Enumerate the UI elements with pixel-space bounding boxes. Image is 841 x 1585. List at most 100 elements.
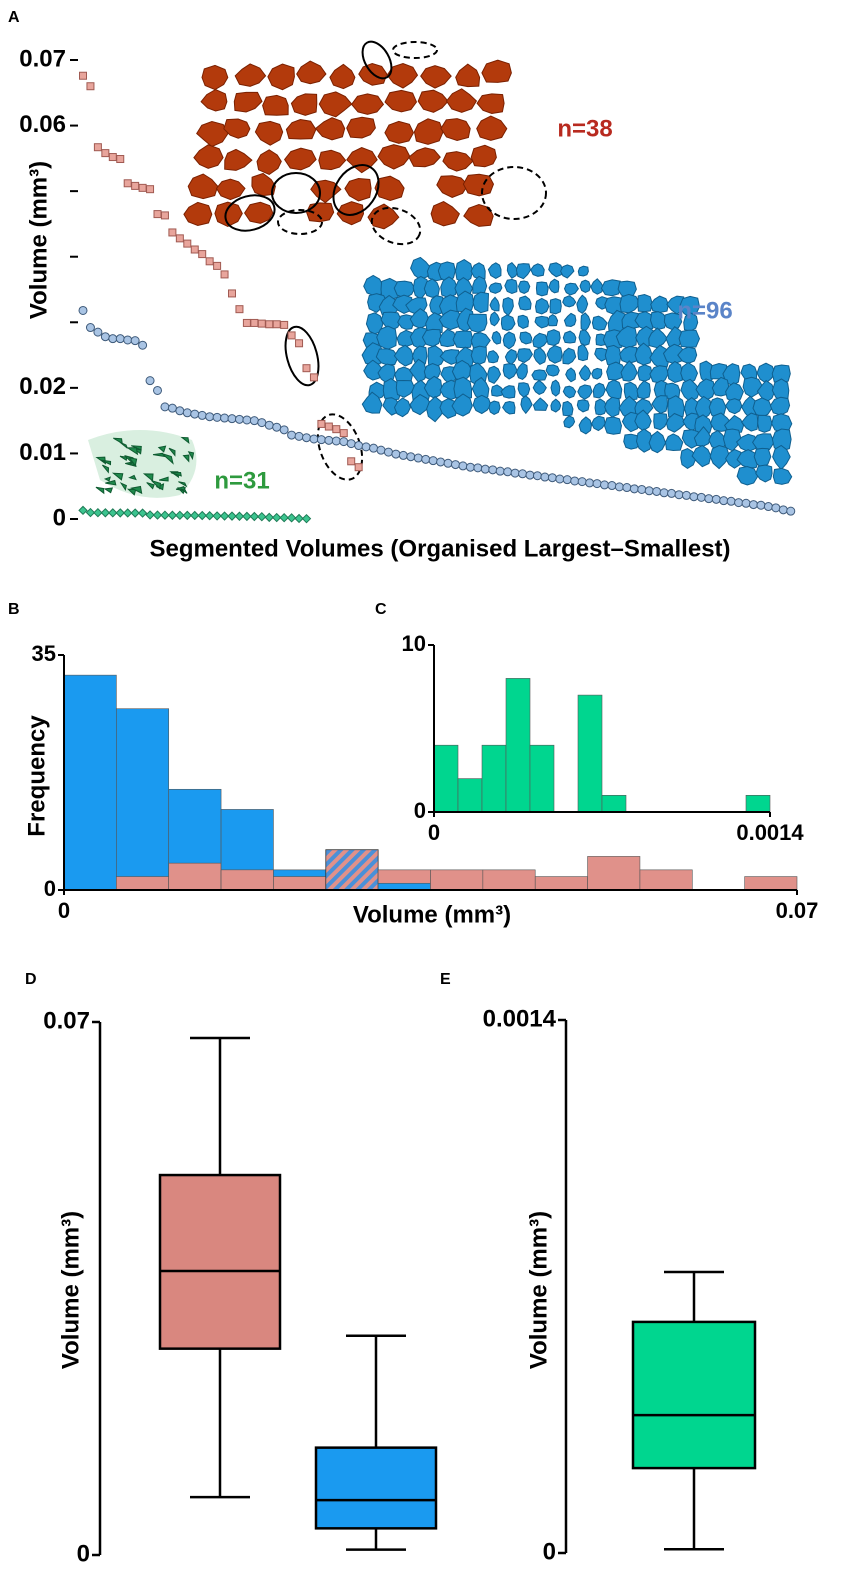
point — [249, 416, 259, 426]
point — [331, 436, 341, 446]
cell-fragment — [128, 456, 138, 467]
point — [250, 318, 259, 327]
point — [287, 331, 296, 340]
cell-blob — [623, 433, 642, 450]
x-axis-label: Volume (mm³) — [353, 901, 511, 928]
point — [518, 469, 528, 479]
cell-blob — [395, 379, 416, 398]
cell-blob — [648, 327, 668, 349]
point — [100, 508, 111, 518]
cell-blob — [549, 298, 562, 315]
point — [182, 510, 193, 521]
point — [726, 496, 736, 506]
cell-blob — [619, 293, 641, 314]
cell-blob — [615, 325, 638, 349]
cell-blob — [430, 201, 461, 227]
cell-blob — [532, 332, 548, 349]
cell-blob — [756, 362, 776, 384]
panel-label: B — [8, 601, 20, 618]
point — [301, 513, 312, 524]
cell-blob — [515, 362, 528, 380]
point — [741, 498, 751, 508]
cell-blob — [666, 295, 685, 315]
point — [391, 449, 401, 459]
cell-blob — [683, 312, 699, 332]
cell-blob — [346, 116, 376, 139]
point — [272, 422, 282, 432]
point — [383, 447, 393, 457]
cell-blob — [604, 396, 621, 418]
cell-blob — [563, 282, 580, 296]
bar — [116, 708, 170, 891]
point — [280, 320, 289, 329]
point — [228, 289, 236, 298]
cell-blob — [380, 277, 400, 301]
point — [354, 441, 364, 451]
point — [175, 510, 185, 521]
cell-blob — [504, 278, 518, 295]
cell-blob — [490, 384, 505, 397]
cell-blob — [711, 376, 730, 397]
cell-blob — [466, 313, 488, 333]
point — [696, 492, 706, 502]
cell-fragment — [157, 445, 167, 453]
cell-blob — [500, 385, 516, 399]
cell-blob — [649, 311, 668, 331]
cell-fragment — [119, 455, 128, 462]
cell-blob — [576, 294, 589, 315]
cell-blob — [545, 329, 561, 347]
cell-blob — [296, 60, 327, 85]
point — [480, 464, 490, 474]
cell-fragment — [187, 451, 195, 461]
cell-blob — [427, 345, 446, 368]
cell-blob — [648, 430, 667, 454]
cell-blob — [472, 291, 490, 314]
point — [295, 339, 304, 348]
cell-fragment — [180, 488, 188, 494]
cell-blob — [550, 398, 562, 413]
point — [197, 510, 207, 521]
point — [271, 512, 282, 523]
cell-blob — [374, 175, 405, 202]
cell-blob — [517, 280, 531, 295]
cell-blob — [694, 395, 713, 420]
y-axis-label: Frequency — [23, 715, 50, 837]
cell-blob — [476, 115, 508, 141]
point — [160, 510, 170, 520]
cell-blob — [547, 314, 559, 327]
cell-blob — [769, 396, 791, 416]
cell-blob — [412, 275, 431, 300]
cell-blob — [363, 274, 384, 296]
point — [219, 511, 230, 521]
point — [146, 185, 155, 194]
cell-blob — [533, 346, 547, 366]
y-tick-label: 0 — [44, 876, 56, 901]
point — [756, 500, 766, 510]
point — [168, 228, 177, 237]
cell-fragment — [168, 447, 176, 457]
cell-blob — [695, 378, 716, 402]
cell-fragment — [119, 481, 127, 492]
cell-blob — [413, 118, 444, 145]
y-tick-label: 35 — [32, 641, 56, 666]
cell-blob — [214, 201, 243, 228]
cell-blob — [755, 464, 773, 483]
point — [137, 508, 148, 518]
point — [361, 442, 371, 452]
cell-blob — [489, 296, 500, 312]
bar — [529, 744, 555, 813]
bar — [168, 862, 222, 891]
cell-fragment — [180, 436, 190, 445]
ellipse — [277, 209, 323, 235]
cell-blob — [637, 364, 653, 382]
cell-fragment — [105, 479, 117, 486]
bar — [63, 674, 117, 891]
point — [473, 463, 483, 473]
cell-fragment — [152, 452, 166, 458]
cell-blob — [262, 94, 289, 116]
cell-fragment — [158, 476, 169, 482]
cell-blob — [196, 120, 229, 148]
x-tick-label: 0 — [428, 820, 440, 845]
cell-blob — [591, 415, 606, 432]
cell-blob — [380, 311, 402, 332]
